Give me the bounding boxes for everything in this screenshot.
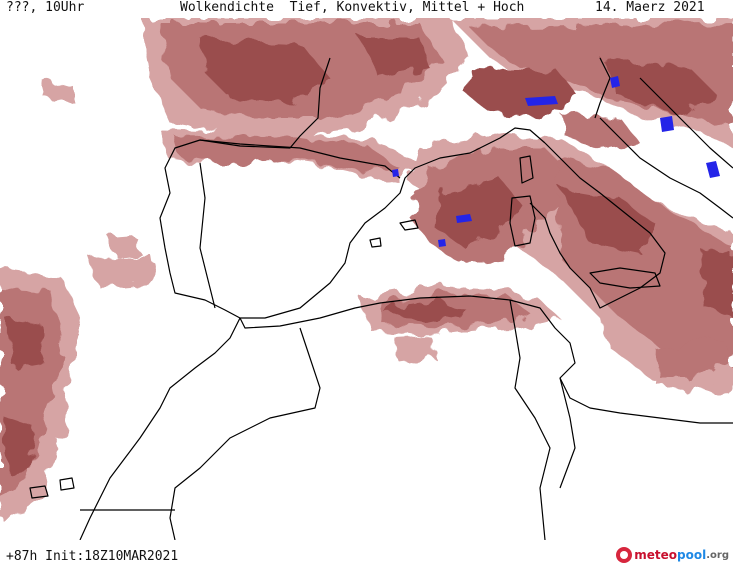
header-bar: ???, 10Uhr Wolkendichte Tief, Konvektiv,…: [0, 0, 733, 18]
forecast-time-label: ???, 10Uhr: [6, 0, 85, 15]
meteopool-logo[interactable]: meteo pool .org: [616, 545, 729, 565]
convective-spots: [392, 76, 720, 247]
logo-text-org: .org: [706, 549, 729, 561]
forecast-date: 14. Maerz 2021: [595, 0, 705, 15]
init-run-label: +87h Init:18Z10MAR2021: [6, 549, 179, 564]
map-svg: [0, 18, 733, 540]
coastlines: [29, 57, 733, 540]
footer-bar: +87h Init:18Z10MAR2021 meteo pool .org: [0, 540, 733, 566]
map-title: Wolkendichte Tief, Konvektiv, Mittel + H…: [180, 0, 525, 15]
logo-text-meteo: meteo: [634, 548, 678, 562]
cloud-cover-map: [0, 18, 733, 540]
meteopool-logo-icon: [616, 547, 633, 563]
cloud-layer-dark: [5, 38, 733, 473]
logo-text-pool: pool: [677, 548, 707, 562]
